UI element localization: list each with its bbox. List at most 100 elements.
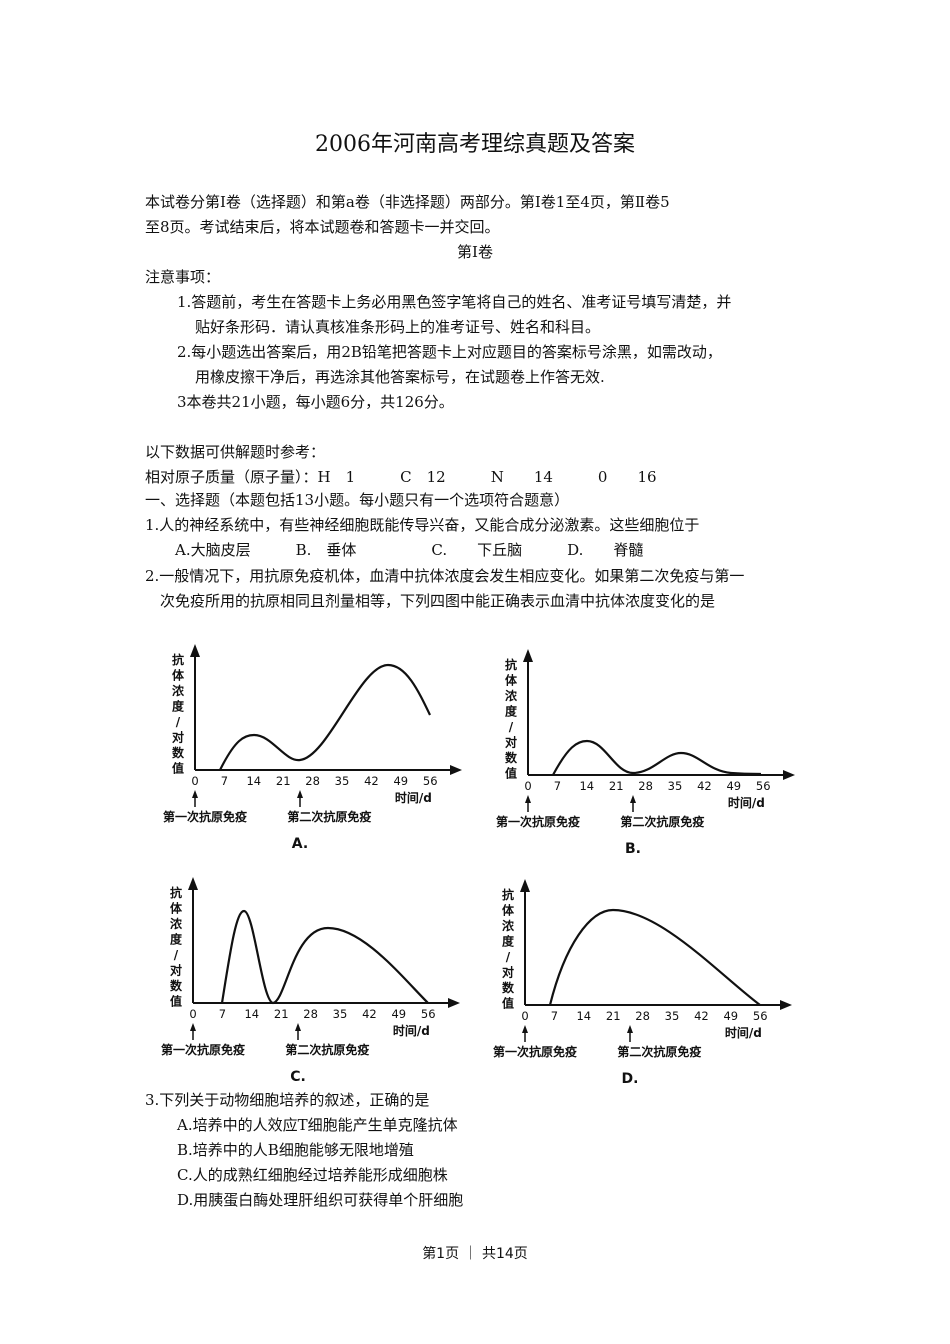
chart-c: 抗体浓度/对数值 0 7 14 21 28 35 42 49 56 时间/d 第一次抗原免疫 第二次抗原… bbox=[161, 877, 460, 1085]
y-axis-arrow-icon bbox=[190, 644, 200, 657]
page-footer: 第1页 ｜ 共14页 bbox=[422, 1246, 528, 1262]
x-tick-label: 28 bbox=[303, 1007, 318, 1021]
x-tick-label: 56 bbox=[753, 1009, 768, 1023]
intro-line: 本试卷分第Ⅰ卷（选择题）和第a卷（非选择题）两部分。第Ⅰ卷1至4页，第Ⅱ卷5 bbox=[145, 193, 670, 211]
y-axis-arrow-icon bbox=[523, 649, 533, 662]
x-tick-label: 21 bbox=[276, 774, 291, 788]
chart-d: 抗体浓度/对数值 0 7 14 21 28 35 42 49 56 时间/d 第一次抗原免疫 第二次抗原… bbox=[493, 879, 792, 1087]
x-tick-label: 35 bbox=[668, 779, 683, 793]
reference-heading: 以下数据可供解题时参考： bbox=[145, 443, 326, 461]
x-tick-label: 49 bbox=[393, 774, 408, 788]
x-tick-label: 42 bbox=[364, 774, 379, 788]
x-tick-label: 0 bbox=[524, 779, 531, 793]
notice-item: 3本卷共21小题，每小题6分，共126分。 bbox=[177, 393, 454, 411]
arrow-up-icon bbox=[522, 1025, 528, 1033]
x-tick-label: 14 bbox=[244, 1007, 259, 1021]
question-3-stem: 3.下列关于动物细胞培养的叙述，正确的是 bbox=[145, 1091, 430, 1109]
annotation-first-immunization: 第一次抗原免疫 bbox=[493, 1044, 577, 1059]
chart-caption: B. bbox=[625, 841, 641, 857]
arrow-up-icon bbox=[190, 1023, 196, 1031]
intro-line: 至8页。考试结束后，将本试题卷和答题卡一并交回。 bbox=[145, 218, 500, 236]
y-axis-label: 抗体浓度/对数值 bbox=[172, 652, 185, 776]
notice-item: 1.答题前，考生在答题卡上务必用黑色签字笔将自己的姓名、准考证号填写清楚，并 bbox=[177, 293, 732, 311]
section-heading: 第Ⅰ卷 bbox=[457, 243, 493, 261]
question-2-stem: 2.一般情况下，用抗原免疫机体，血清中抗体浓度会发生相应变化。如果第二次免疫与第… bbox=[145, 567, 745, 585]
atomic-mass: 相对原子质量（原子量）：H 1 C 12 N 14 0 16 bbox=[145, 468, 657, 486]
annotation-second-immunization: 第二次抗原免疫 bbox=[620, 814, 704, 829]
annotation-second-immunization: 第二次抗原免疫 bbox=[287, 809, 371, 824]
question-2-stem: 次免疫所用的抗原相同且剂量相等，下列四图中能正确表示血清中抗体浓度变化的是 bbox=[160, 592, 716, 610]
x-tick-label: 14 bbox=[576, 1009, 591, 1023]
x-tick-label: 35 bbox=[665, 1009, 680, 1023]
x-tick-label: 49 bbox=[391, 1007, 406, 1021]
y-axis-label: 抗体浓度/对数值 bbox=[505, 657, 518, 781]
x-tick-label: 28 bbox=[635, 1009, 650, 1023]
question-3-option: C.人的成熟红细胞经过培养能形成细胞株 bbox=[177, 1166, 448, 1184]
x-tick-label: 0 bbox=[189, 1007, 196, 1021]
question-3-option: B.培养中的人B细胞能够无限地增殖 bbox=[177, 1141, 414, 1159]
antibody-curve bbox=[548, 908, 761, 1006]
y-axis-arrow-icon bbox=[520, 879, 530, 892]
x-tick-label: 21 bbox=[606, 1009, 621, 1023]
y-axis-arrow-icon bbox=[188, 877, 198, 890]
x-tick-label: 7 bbox=[221, 774, 228, 788]
x-tick-label: 7 bbox=[219, 1007, 226, 1021]
x-axis-label: 时间/d bbox=[395, 790, 432, 805]
x-tick-label: 42 bbox=[697, 779, 712, 793]
x-tick-label: 21 bbox=[274, 1007, 289, 1021]
arrow-up-icon bbox=[627, 1025, 633, 1033]
x-axis-arrow-icon bbox=[448, 998, 460, 1008]
x-tick-label: 14 bbox=[579, 779, 594, 793]
annotation-first-immunization: 第一次抗原免疫 bbox=[496, 814, 580, 829]
chart-a: 抗体浓度/对数值 0 7 14 21 28 35 42 49 56 时间/d 第一次抗原免疫 第二次抗原… bbox=[163, 644, 462, 852]
x-tick-label: 49 bbox=[726, 779, 741, 793]
x-axis-label: 时间/d bbox=[728, 795, 765, 810]
notice-heading: 注意事项： bbox=[145, 268, 221, 286]
y-axis-label: 抗体浓度/对数值 bbox=[502, 887, 515, 1011]
y-axis-label: 抗体浓度/对数值 bbox=[170, 885, 183, 1009]
x-axis-arrow-icon bbox=[783, 770, 795, 780]
x-axis-label: 时间/d bbox=[725, 1025, 762, 1040]
annotation-first-immunization: 第一次抗原免疫 bbox=[163, 809, 247, 824]
notice-item: 2.每小题选出答案后，用2B铅笔把答题卡上对应题目的答案标号涂黑，如需改动， bbox=[177, 343, 722, 361]
x-tick-label: 35 bbox=[333, 1007, 348, 1021]
x-tick-label: 28 bbox=[305, 774, 320, 788]
annotation-second-immunization: 第二次抗原免疫 bbox=[617, 1044, 701, 1059]
antibody-curve bbox=[219, 663, 431, 771]
x-tick-label: 7 bbox=[551, 1009, 558, 1023]
arrow-up-icon bbox=[297, 790, 303, 798]
notice-item: 用橡皮擦干净后，再选涂其他答案标号，在试题卷上作答无效. bbox=[195, 368, 605, 386]
x-tick-label: 42 bbox=[694, 1009, 709, 1023]
part-heading: 一、选择题（本题包括13小题。每小题只有一个选项符合题意） bbox=[145, 491, 570, 509]
x-axis-arrow-icon bbox=[450, 765, 462, 775]
notice-item: 贴好条形码．请认真核准条形码上的准考证号、姓名和科目。 bbox=[195, 318, 601, 336]
x-tick-label: 0 bbox=[521, 1009, 528, 1023]
page-title: 2006年河南高考理综真题及答案 bbox=[315, 132, 635, 157]
antibody-curve bbox=[552, 739, 762, 776]
x-axis-label: 时间/d bbox=[393, 1023, 430, 1038]
x-tick-label: 56 bbox=[421, 1007, 436, 1021]
question-1-options: A.大脑皮层 B. 垂体 C. 下丘脑 D. 脊髓 bbox=[175, 541, 644, 559]
annotation-second-immunization: 第二次抗原免疫 bbox=[285, 1042, 369, 1057]
x-tick-label: 35 bbox=[335, 774, 350, 788]
x-axis-arrow-icon bbox=[780, 1000, 792, 1010]
antibody-curve bbox=[220, 909, 429, 1005]
x-tick-label: 21 bbox=[609, 779, 624, 793]
chart-b: 抗体浓度/对数值 0 7 14 21 28 35 42 49 56 时间/d 第一次抗原免疫 第二次抗原… bbox=[496, 649, 795, 857]
annotation-first-immunization: 第一次抗原免疫 bbox=[161, 1042, 245, 1057]
arrow-up-icon bbox=[630, 795, 636, 803]
arrow-up-icon bbox=[192, 790, 198, 798]
x-tick-label: 7 bbox=[554, 779, 561, 793]
arrow-up-icon bbox=[295, 1023, 301, 1031]
x-tick-label: 56 bbox=[423, 774, 438, 788]
x-tick-label: 14 bbox=[246, 774, 261, 788]
chart-caption: D. bbox=[622, 1071, 639, 1087]
x-tick-label: 42 bbox=[362, 1007, 377, 1021]
chart-caption: A. bbox=[292, 836, 308, 852]
x-tick-label: 56 bbox=[756, 779, 771, 793]
question-3-option: A.培养中的人效应T细胞能产生单克隆抗体 bbox=[177, 1116, 458, 1134]
arrow-up-icon bbox=[525, 795, 531, 803]
chart-caption: C. bbox=[290, 1069, 306, 1085]
x-tick-label: 0 bbox=[191, 774, 198, 788]
question-3-option: D.用胰蛋白酶处理肝组织可获得单个肝细胞 bbox=[177, 1191, 464, 1209]
